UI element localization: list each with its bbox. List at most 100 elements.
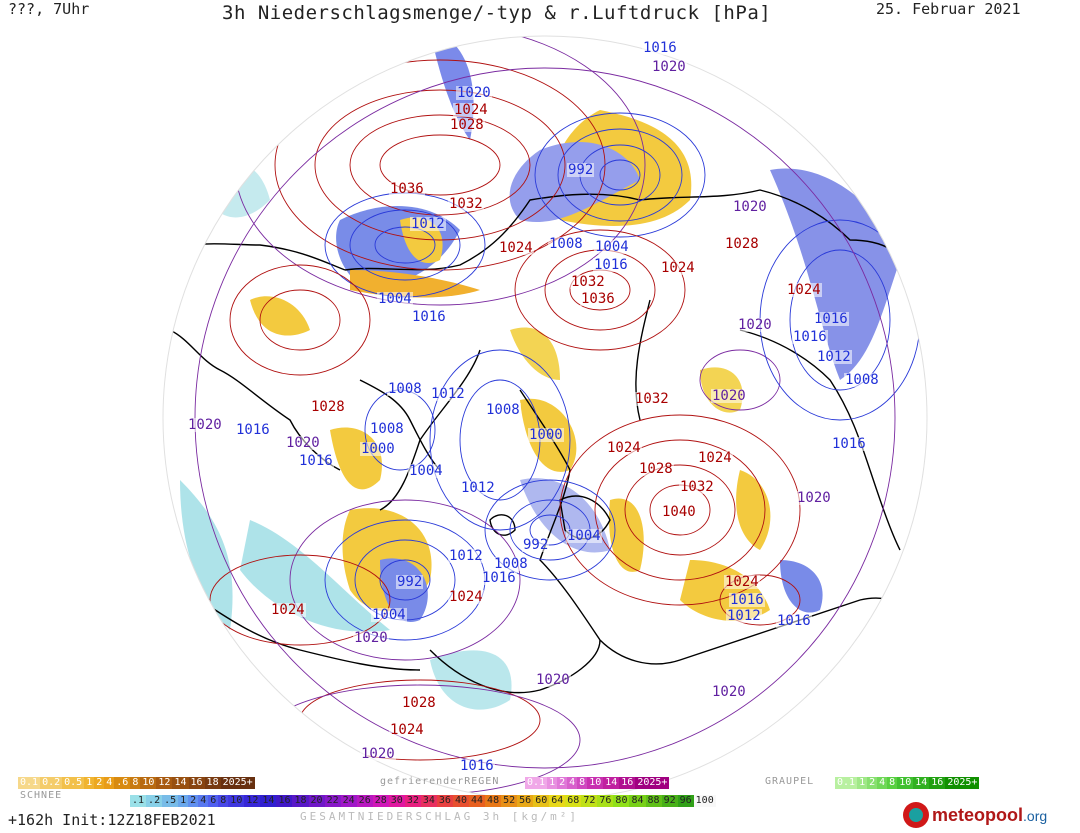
pressure-label: 1032 (570, 274, 606, 290)
pressure-label: 1036 (580, 291, 616, 307)
total-step: 48 (485, 795, 502, 807)
meteopool-logo[interactable]: meteopool.org (903, 802, 1047, 828)
map-date: 25. Februar 2021 (876, 0, 1021, 18)
total-step: 34 (420, 795, 437, 807)
freezing-step: 2 (557, 777, 568, 789)
snow-step: 2 (94, 777, 105, 789)
pressure-label: 1016 (235, 422, 271, 438)
total-step: 26 (356, 795, 373, 807)
snow-step: 10 (140, 777, 157, 789)
snow-step: 0.5 (62, 777, 85, 789)
total-step: 10 (228, 795, 245, 807)
pressure-label: 1012 (410, 216, 446, 232)
total-step: 8 (218, 795, 229, 807)
freezing-step: 10 (587, 777, 604, 789)
snow-step: 0.2 (40, 777, 63, 789)
snow-scale: 0.1 0.2 0.5 1 2 4.6 8 10 12 14 16 18 2025+ (18, 777, 255, 789)
pressure-label: 1016 (481, 570, 517, 586)
pressure-label: 1024 (660, 260, 696, 276)
total-step: 32 (404, 795, 421, 807)
run-time-label: ???, 7Uhr (8, 0, 90, 18)
pressure-label: 1028 (638, 461, 674, 477)
pressure-label: 1012 (430, 386, 466, 402)
freezing-step: 1 (547, 777, 558, 789)
pressure-label: 1016 (813, 311, 849, 327)
snow-step: 14 (172, 777, 189, 789)
pressure-label: 1020 (737, 317, 773, 333)
pressure-label: 1016 (411, 309, 447, 325)
total-step: 2 (188, 795, 199, 807)
total-step: 14 (260, 795, 277, 807)
total-step: 76 (597, 795, 614, 807)
pressure-label: 1024 (786, 282, 822, 298)
freezing-rain-scale: 0.1 1 2 4 8 10 14 16 2025+ (525, 777, 670, 789)
total-step: 56 (517, 795, 534, 807)
pressure-label: 1024 (448, 589, 484, 605)
graupel-title: GRAUPEL (765, 776, 815, 787)
total-step: 16 (276, 795, 293, 807)
pressure-label: 1016 (593, 257, 629, 273)
pressure-label: 1020 (360, 746, 396, 762)
total-step: 60 (533, 795, 550, 807)
total-step: 100 (693, 795, 716, 807)
pressure-label: 1032 (679, 479, 715, 495)
snow-step: .6 (114, 777, 131, 789)
pressure-label: 1000 (528, 427, 564, 443)
pressure-label: 1004 (594, 239, 630, 255)
freezing-step: 16 (619, 777, 636, 789)
total-step: 36 (436, 795, 453, 807)
pressure-label: 1004 (377, 291, 413, 307)
pressure-label: 1012 (816, 349, 852, 365)
pressure-label: 1008 (369, 421, 405, 437)
graupel-step: 0.1 (835, 777, 858, 789)
pressure-label: 1032 (448, 196, 484, 212)
pressure-label: 1016 (298, 453, 334, 469)
total-step: 24 (340, 795, 357, 807)
snow-step: 1 (84, 777, 95, 789)
pressure-label: 1040 (661, 504, 697, 520)
freezing-step: 8 (577, 777, 588, 789)
graupel-step: 10 (897, 777, 914, 789)
total-step: 28 (372, 795, 389, 807)
total-step: .1 (130, 795, 147, 807)
total-step: 44 (469, 795, 486, 807)
pressure-label: 1016 (729, 592, 765, 608)
freezing-rain-title: gefrierenderREGEN (380, 776, 500, 787)
graupel-step: 14 (913, 777, 930, 789)
total-step: 22 (324, 795, 341, 807)
total-step: .5 (162, 795, 179, 807)
pressure-label: 1020 (796, 490, 832, 506)
logo-icon (903, 802, 929, 828)
pressure-label: 992 (396, 574, 424, 590)
pressure-label: 1016 (642, 40, 678, 56)
freezing-step: 14 (603, 777, 620, 789)
pressure-label: 1020 (535, 672, 571, 688)
pressure-label: 1016 (792, 329, 828, 345)
pressure-label: 1012 (726, 608, 762, 624)
pressure-label: 1016 (831, 436, 867, 452)
total-step: 12 (244, 795, 261, 807)
snow-step: 0.1 (18, 777, 41, 789)
pressure-label: 1020 (711, 388, 747, 404)
pressure-label: 1008 (844, 372, 880, 388)
pressure-label: 1024 (389, 722, 425, 738)
total-step: 1 (178, 795, 189, 807)
pressure-label: 1024 (606, 440, 642, 456)
snow-title: SCHNEE (20, 790, 63, 801)
pressure-label: 1028 (449, 117, 485, 133)
pressure-label: 1008 (493, 556, 529, 572)
pressure-label: 992 (567, 162, 595, 178)
pressure-label: 1020 (353, 630, 389, 646)
map-title: 3h Niederschlagsmenge/-typ & r.Luftdruck… (222, 2, 772, 24)
total-step: 88 (645, 795, 662, 807)
forecast-run-label: +162h Init:12Z18FEB2021 (8, 811, 216, 829)
pressure-label: 1020 (711, 684, 747, 700)
pressure-label: 1020 (651, 59, 687, 75)
total-step: 20 (308, 795, 325, 807)
logo-main-text: meteopool (932, 804, 1024, 825)
pressure-label: 1004 (408, 463, 444, 479)
pressure-label: 1028 (310, 399, 346, 415)
total-step: 64 (549, 795, 566, 807)
pressure-label: 1020 (187, 417, 223, 433)
